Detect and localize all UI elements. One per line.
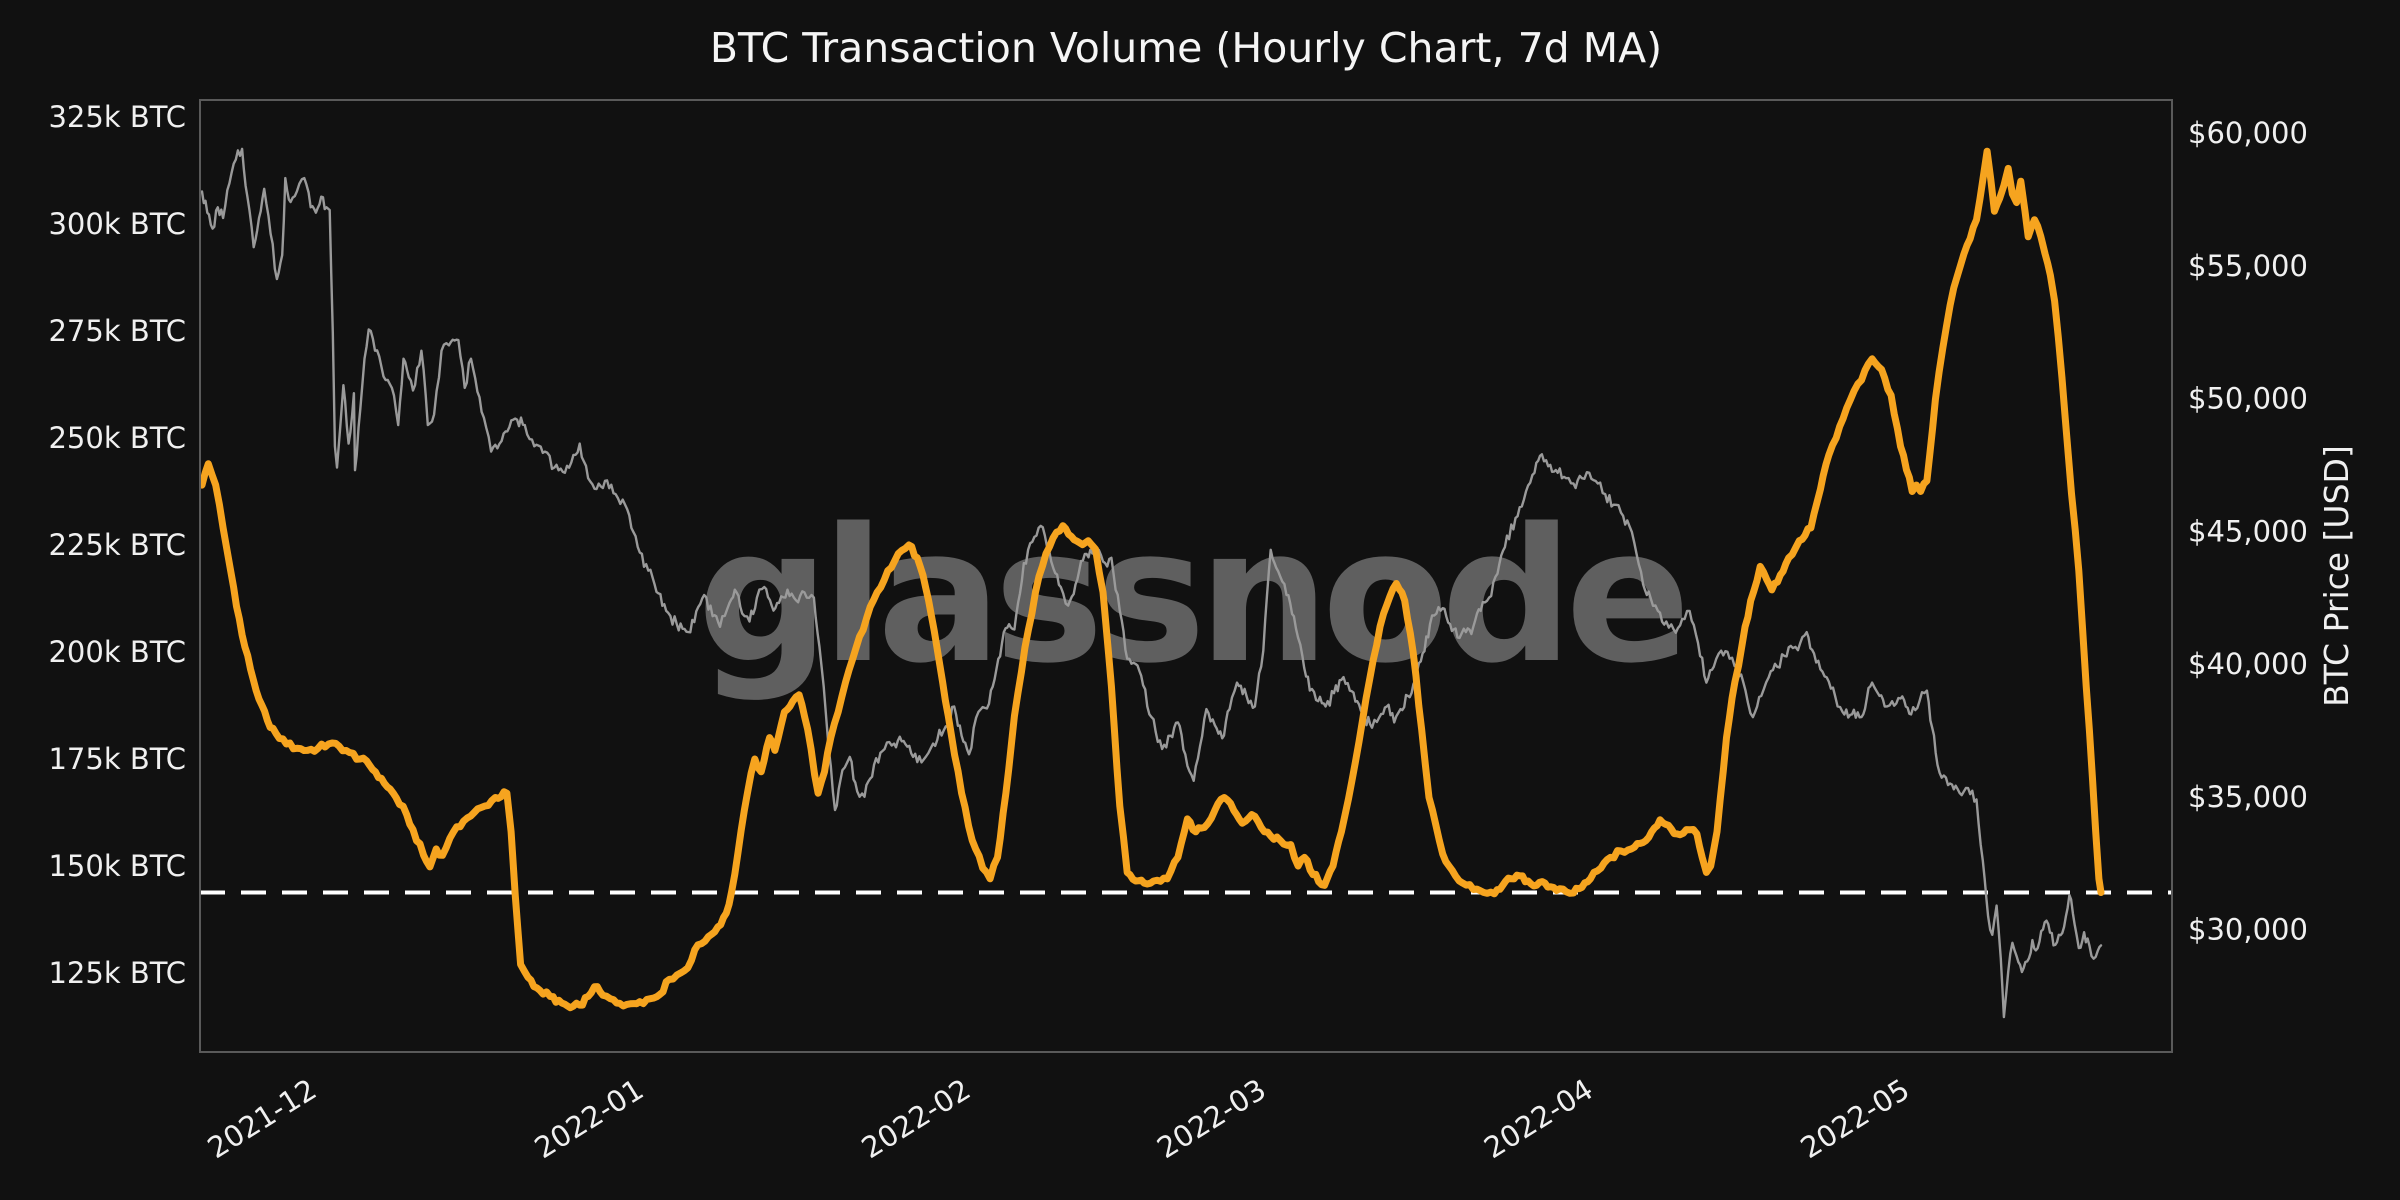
tick-label: $55,000 bbox=[2188, 249, 2308, 283]
watermark-text: glassnode bbox=[697, 488, 1683, 704]
tick-label: 275k BTC bbox=[48, 314, 186, 348]
tick-label: $45,000 bbox=[2188, 514, 2308, 548]
tick-label: 2022-03 bbox=[1151, 1072, 1272, 1165]
tick-label: 2022-05 bbox=[1795, 1072, 1916, 1165]
tick-label: $50,000 bbox=[2188, 382, 2308, 416]
tick-label: 325k BTC bbox=[48, 100, 186, 134]
tick-label: 225k BTC bbox=[48, 528, 186, 562]
tick-label: 2022-01 bbox=[529, 1072, 650, 1165]
tick-label: 300k BTC bbox=[48, 207, 186, 241]
right-axis-title: BTC Price [USD] bbox=[2317, 445, 2356, 707]
tick-label: 150k BTC bbox=[48, 849, 186, 883]
tick-label: $60,000 bbox=[2188, 116, 2308, 150]
tick-label: 2022-02 bbox=[856, 1072, 977, 1165]
chart-title: BTC Transaction Volume (Hourly Chart, 7d… bbox=[710, 24, 1662, 72]
price-line bbox=[200, 147, 2103, 1019]
tick-label: 175k BTC bbox=[48, 742, 186, 776]
tick-label: 250k BTC bbox=[48, 421, 186, 455]
tick-label: $35,000 bbox=[2188, 780, 2308, 814]
x-axis-tick-labels: 2021-12 2022-01 2022-02 2022-03 2022-04 2022-… bbox=[202, 1072, 1916, 1165]
tick-label: $40,000 bbox=[2188, 647, 2308, 681]
tick-label: 125k BTC bbox=[48, 956, 186, 990]
tick-label: $30,000 bbox=[2188, 913, 2308, 947]
volume-line bbox=[200, 147, 2105, 1012]
tick-label: 200k BTC bbox=[48, 635, 186, 669]
y-axis-right-tick-labels: $60,000 $55,000 $50,000 $45,000 $40,000 $35,0… bbox=[2188, 116, 2308, 947]
tick-label: 2021-12 bbox=[202, 1072, 323, 1165]
plot-border bbox=[199, 99, 2173, 1053]
y-axis-left-tick-labels: 325k BTC 300k BTC 275k BTC 250k BTC 225k BTC… bbox=[48, 100, 186, 990]
tick-label: 2022-04 bbox=[1478, 1072, 1599, 1165]
